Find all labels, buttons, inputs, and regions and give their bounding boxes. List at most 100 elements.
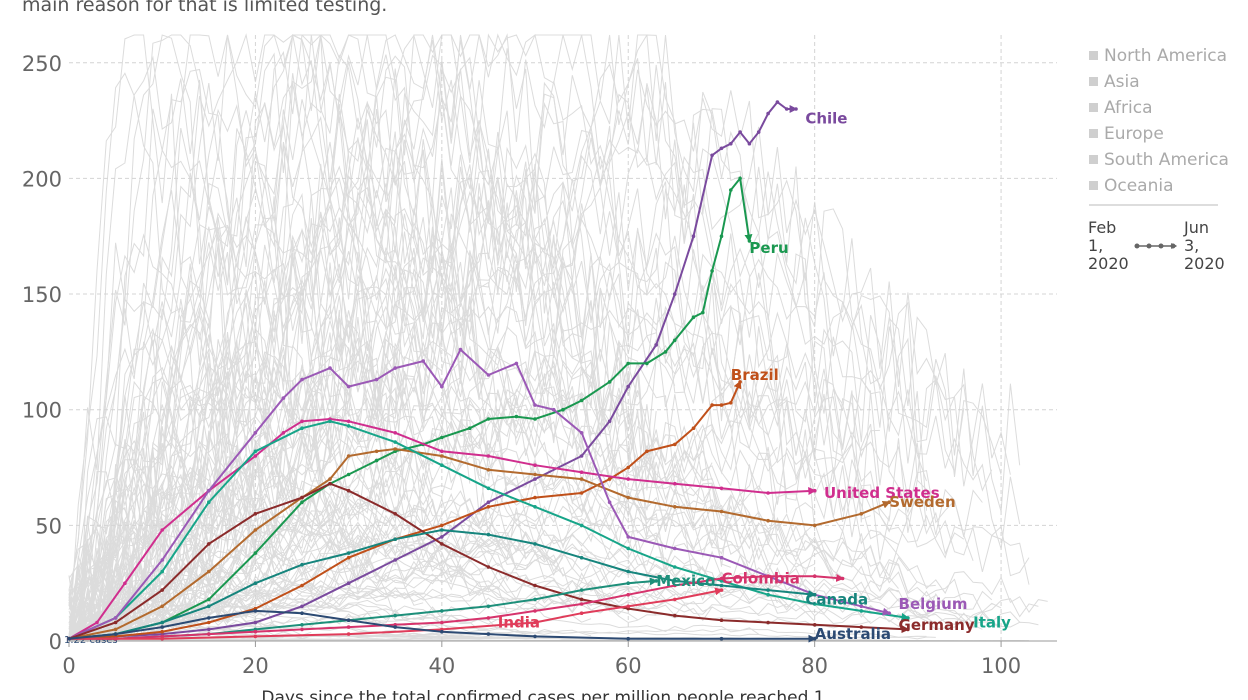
timeline-end-label[interactable]: 3, bbox=[1184, 236, 1199, 255]
series-label-peru[interactable]: Peru bbox=[749, 239, 788, 257]
data-point-australia bbox=[160, 625, 164, 629]
series-label-germany[interactable]: Germany bbox=[899, 616, 975, 634]
data-point-sweden bbox=[486, 468, 491, 472]
series-australia[interactable] bbox=[67, 609, 817, 643]
series-line-peru[interactable] bbox=[68, 175, 753, 640]
data-point-sweden bbox=[859, 512, 864, 516]
data-point-sweden bbox=[374, 449, 379, 454]
series-belgium[interactable] bbox=[67, 347, 891, 641]
data-point-united-states bbox=[533, 463, 537, 468]
data-point-canada bbox=[160, 620, 164, 625]
data-point-australia bbox=[719, 636, 724, 641]
data-point-australia bbox=[113, 632, 118, 636]
data-point-mexico bbox=[393, 613, 398, 618]
background-country-line bbox=[68, 442, 937, 642]
legend-item-north-america[interactable]: North America bbox=[1104, 46, 1227, 66]
data-point-germany bbox=[393, 512, 398, 516]
series-brazil[interactable] bbox=[67, 380, 742, 641]
data-point-peru bbox=[607, 380, 612, 384]
data-point-peru bbox=[440, 435, 444, 440]
data-point-italy bbox=[393, 440, 398, 444]
series-sweden[interactable] bbox=[67, 447, 891, 641]
data-point-germany bbox=[719, 618, 724, 622]
series-line-italy[interactable] bbox=[68, 420, 910, 640]
data-point-colombia bbox=[626, 592, 630, 597]
series-label-australia[interactable]: Australia bbox=[815, 625, 891, 643]
data-point-chile bbox=[607, 419, 612, 424]
y-tick-label: 0 bbox=[49, 630, 62, 654]
x-tick-label: 80 bbox=[801, 654, 828, 678]
data-point-germany bbox=[440, 542, 444, 546]
data-point-chile bbox=[207, 627, 211, 632]
series-label-mexico[interactable]: Mexico bbox=[656, 572, 715, 590]
data-point-colombia bbox=[300, 627, 304, 632]
legend-item-oceania[interactable]: Oceania bbox=[1104, 176, 1174, 196]
origin-note: 1.22 cases bbox=[64, 635, 118, 646]
series-label-india[interactable]: India bbox=[498, 613, 540, 631]
data-point-italy bbox=[440, 463, 444, 468]
series-line-germany[interactable] bbox=[68, 482, 910, 640]
data-point-colombia bbox=[346, 625, 351, 629]
series-label-colombia[interactable]: Colombia bbox=[721, 570, 799, 588]
data-point-peru bbox=[701, 310, 705, 315]
data-point-peru bbox=[561, 407, 565, 412]
legend-item-south-america[interactable]: South America bbox=[1104, 150, 1229, 170]
series-label-sweden[interactable]: Sweden bbox=[889, 493, 955, 511]
data-point-sweden bbox=[533, 472, 537, 477]
timeline-start-label[interactable]: 1, bbox=[1088, 236, 1103, 255]
timeline-end-label[interactable]: Jun bbox=[1183, 218, 1209, 237]
series-chile[interactable] bbox=[67, 100, 798, 641]
background-country-line bbox=[68, 34, 256, 602]
data-point-colombia bbox=[440, 620, 444, 625]
series-line-australia[interactable] bbox=[68, 609, 817, 643]
data-point-belgium bbox=[607, 500, 612, 505]
legend-item-asia[interactable]: Asia bbox=[1104, 72, 1140, 92]
data-point-belgium bbox=[207, 488, 211, 493]
series-label-belgium[interactable]: Belgium bbox=[899, 595, 968, 613]
legend-item-europe[interactable]: Europe bbox=[1104, 124, 1164, 144]
data-point-germany bbox=[160, 588, 164, 592]
series-label-united-states[interactable]: United States bbox=[824, 484, 940, 502]
data-point-germany bbox=[113, 620, 118, 625]
data-point-mexico bbox=[579, 588, 584, 592]
data-point-italy bbox=[533, 505, 537, 509]
series-line-united-states[interactable] bbox=[68, 417, 817, 640]
series-label-canada[interactable]: Canada bbox=[805, 590, 868, 608]
series-line-india[interactable] bbox=[69, 587, 724, 640]
data-point-united-states bbox=[253, 454, 258, 458]
series-label-italy[interactable]: Italy bbox=[973, 613, 1011, 631]
background-country-line bbox=[68, 308, 471, 642]
series-label-chile[interactable]: Chile bbox=[805, 109, 847, 127]
data-point-peru bbox=[514, 414, 519, 419]
series-label-brazil[interactable]: Brazil bbox=[731, 366, 779, 384]
data-point-italy bbox=[346, 424, 351, 428]
timeline-end-label[interactable]: 2020 bbox=[1184, 254, 1225, 273]
data-point-peru bbox=[645, 361, 649, 366]
data-point-india bbox=[160, 636, 164, 641]
legend-item-africa[interactable]: Africa bbox=[1104, 98, 1153, 118]
background-country-line bbox=[68, 298, 322, 642]
series-germany[interactable] bbox=[67, 481, 910, 641]
timeline-start-label[interactable]: 2020 bbox=[1088, 254, 1129, 273]
data-point-germany bbox=[328, 481, 332, 486]
data-point-colombia bbox=[579, 602, 584, 606]
timeline-start-label[interactable]: Feb bbox=[1088, 218, 1116, 237]
series-italy[interactable] bbox=[67, 419, 910, 641]
data-point-belgium bbox=[626, 535, 630, 539]
data-point-mexico bbox=[626, 581, 630, 585]
data-point-italy bbox=[579, 523, 584, 528]
data-point-peru bbox=[468, 426, 472, 431]
data-point-brazil bbox=[300, 583, 304, 588]
x-tick-label: 60 bbox=[615, 654, 642, 678]
background-country-line bbox=[68, 172, 778, 642]
data-point-australia bbox=[812, 636, 817, 641]
data-point-australia bbox=[207, 616, 211, 620]
data-point-colombia bbox=[719, 576, 724, 581]
data-point-peru bbox=[729, 188, 733, 192]
data-point-australia bbox=[67, 636, 71, 641]
data-point-brazil bbox=[645, 449, 649, 454]
data-point-colombia bbox=[253, 629, 258, 634]
series-line-colombia[interactable] bbox=[69, 573, 845, 640]
data-point-australia bbox=[533, 634, 537, 639]
